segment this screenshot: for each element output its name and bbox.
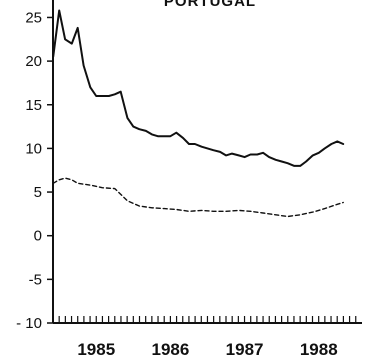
x-tick-label: 1988 [300,340,338,359]
y-tick-label: 25 [25,9,42,26]
series-layer [52,9,345,218]
y-tick-label: 20 [25,53,42,70]
x-tick-label: 1987 [226,340,264,359]
series-line-dashed [52,177,344,218]
chart-title: PORTUGAL [164,0,256,10]
x-tick-label: 1986 [152,340,190,359]
y-tick-label: 15 [25,97,42,114]
y-tick-label: 5 [34,184,42,201]
y-tick-label: -5 [29,271,42,288]
y-tick-label: 10 [25,140,42,157]
x-tick-label: 1985 [77,340,115,359]
series-line-solid [52,9,345,167]
axes: - 10 -5 0 5 10 15 20 25 1985 1986 1987 1988 [16,0,362,359]
y-tick-label: 0 [34,228,42,245]
y-tick-label: - 10 [16,315,42,332]
